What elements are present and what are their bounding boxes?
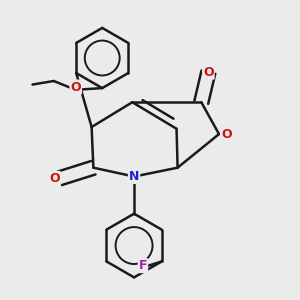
Text: F: F [139,259,147,272]
Text: O: O [221,128,232,141]
Text: O: O [203,66,214,79]
Text: O: O [70,80,81,94]
Text: N: N [129,170,139,183]
Text: O: O [49,172,60,185]
